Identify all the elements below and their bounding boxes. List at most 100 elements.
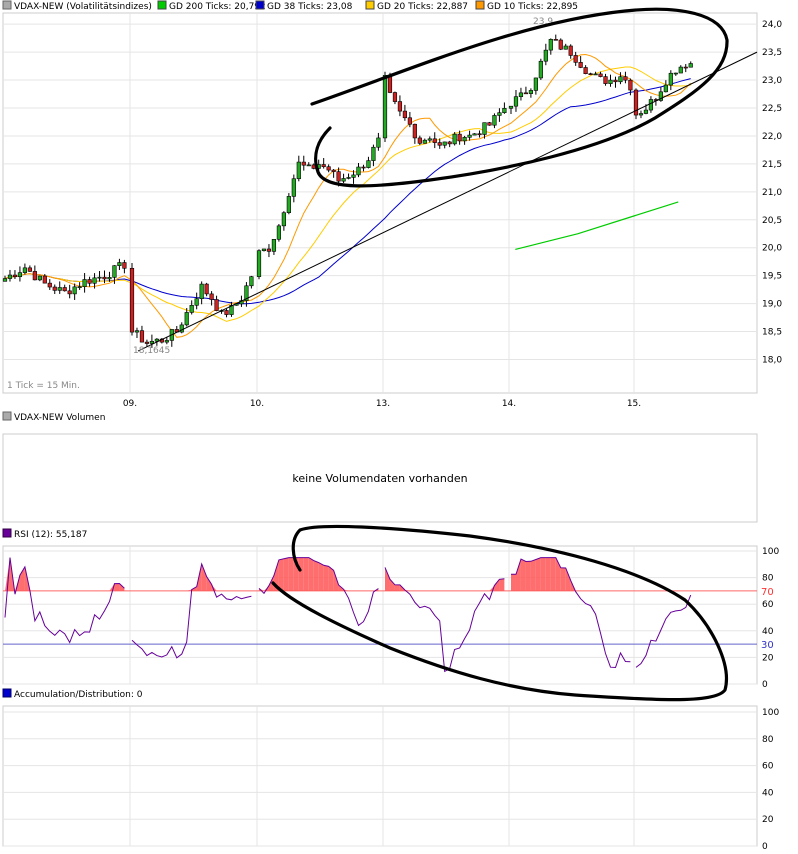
rsi-overbought-area xyxy=(511,574,516,591)
candle xyxy=(82,279,87,287)
candle xyxy=(593,73,598,76)
rsi-overbought-area xyxy=(550,557,556,591)
price-y-tick-label: 22,5 xyxy=(762,104,782,114)
candle xyxy=(371,146,376,161)
candle xyxy=(643,109,649,114)
rsi-swatch xyxy=(2,528,12,538)
low-label: 18,1645 xyxy=(133,346,170,356)
gd20-line xyxy=(4,66,691,322)
candle xyxy=(678,66,683,74)
price-y-tick-label: 18,0 xyxy=(762,355,782,365)
rsi-y-tick-label: 100 xyxy=(762,547,779,557)
volume-swatch xyxy=(2,411,12,421)
candle xyxy=(482,122,487,135)
candle xyxy=(17,272,23,278)
candle xyxy=(326,166,331,171)
candle xyxy=(568,45,573,56)
candle xyxy=(214,299,219,311)
legend-swatch xyxy=(255,0,265,10)
candle xyxy=(27,267,32,272)
candle xyxy=(112,265,117,278)
candle xyxy=(376,137,381,148)
price-y-tick-label: 19,0 xyxy=(762,300,782,310)
candle xyxy=(628,79,633,91)
candle xyxy=(122,262,127,269)
candle xyxy=(291,178,296,197)
candle xyxy=(301,161,306,166)
candle xyxy=(598,73,603,77)
candle xyxy=(623,76,628,81)
rsi-overbought-area xyxy=(499,578,505,591)
price-x-tick-label: 15. xyxy=(627,399,641,409)
ad-y-tick-label: 80 xyxy=(762,735,774,745)
rsi-segment xyxy=(384,567,505,673)
candle xyxy=(37,275,42,281)
candle xyxy=(331,169,336,172)
ad-y-tick-label: 0 xyxy=(762,842,768,852)
rsi-overbought-area xyxy=(114,583,120,591)
rsi-segment xyxy=(4,557,125,644)
candle xyxy=(189,304,194,313)
candle xyxy=(32,271,37,281)
candle xyxy=(52,286,57,291)
candle xyxy=(286,196,291,214)
candle xyxy=(508,105,514,109)
candle xyxy=(356,166,361,176)
price-y-tick-label: 20,0 xyxy=(762,244,782,254)
price-x-tick-label: 10. xyxy=(250,399,264,409)
candle xyxy=(432,138,437,143)
price-panel: 24,0 23,5 23,0 22,5 22,0 21,5 21,0 20,5 20,0 19,5… xyxy=(2,12,782,409)
rsi-overbought-area xyxy=(211,584,217,591)
candle xyxy=(2,278,8,282)
candle xyxy=(256,250,262,277)
candle xyxy=(613,79,618,83)
ad-y-tick-label: 100 xyxy=(762,708,779,718)
rsi-y-tick-label: 20 xyxy=(762,653,774,663)
rsi-overbought-area xyxy=(525,561,531,591)
candle xyxy=(336,171,341,182)
legend-entry: GD 38 Ticks: 23,08 xyxy=(267,2,353,12)
candle xyxy=(437,142,442,146)
candle xyxy=(492,115,497,126)
legend-swatch xyxy=(365,0,375,10)
volume-title: VDAX-NEW Volumen xyxy=(14,413,105,423)
rsi-overbought-area xyxy=(540,557,546,591)
candle xyxy=(266,248,272,252)
rsi-y-tick-label: 60 xyxy=(762,600,774,610)
candle xyxy=(276,225,282,240)
candle xyxy=(603,76,608,84)
candle xyxy=(134,330,140,333)
handdrawn-ellipse-rsi xyxy=(271,524,728,702)
rsi-overbought-area xyxy=(535,557,541,591)
candle xyxy=(583,67,588,75)
candle xyxy=(412,123,417,139)
ad-y-tick-label: 20 xyxy=(762,815,774,825)
candle xyxy=(528,90,533,94)
price-y-tick-label: 20,5 xyxy=(762,216,782,226)
candle xyxy=(487,122,492,126)
price-title: VDAX-NEW (Volatilitätsindizes) xyxy=(14,2,152,12)
price-x-axis: 09. 10. 13. 14. 15. xyxy=(123,399,641,409)
rsi-overbought-area xyxy=(530,559,536,591)
price-panel-frame xyxy=(2,12,758,394)
candle xyxy=(663,84,668,93)
ad-grid xyxy=(3,706,757,847)
rsi-overbought-area xyxy=(288,557,294,591)
candle xyxy=(648,99,654,111)
candle xyxy=(673,72,678,75)
rsi-segment xyxy=(258,557,379,627)
price-y-tick-label: 24,0 xyxy=(762,20,782,30)
candle xyxy=(77,286,82,288)
rsi-overbought-area xyxy=(5,557,10,591)
candle xyxy=(102,276,107,280)
candle xyxy=(366,160,371,168)
price-x-tick-label: 13. xyxy=(376,399,390,409)
candle xyxy=(107,277,112,280)
gd200-line xyxy=(515,201,679,250)
legend-swatch xyxy=(475,0,485,10)
candle xyxy=(578,62,583,68)
rsi-overbought-area xyxy=(394,584,400,591)
volume-frame xyxy=(2,433,758,523)
price-y-tick-label: 19,5 xyxy=(762,272,782,282)
title-swatch xyxy=(2,0,12,10)
